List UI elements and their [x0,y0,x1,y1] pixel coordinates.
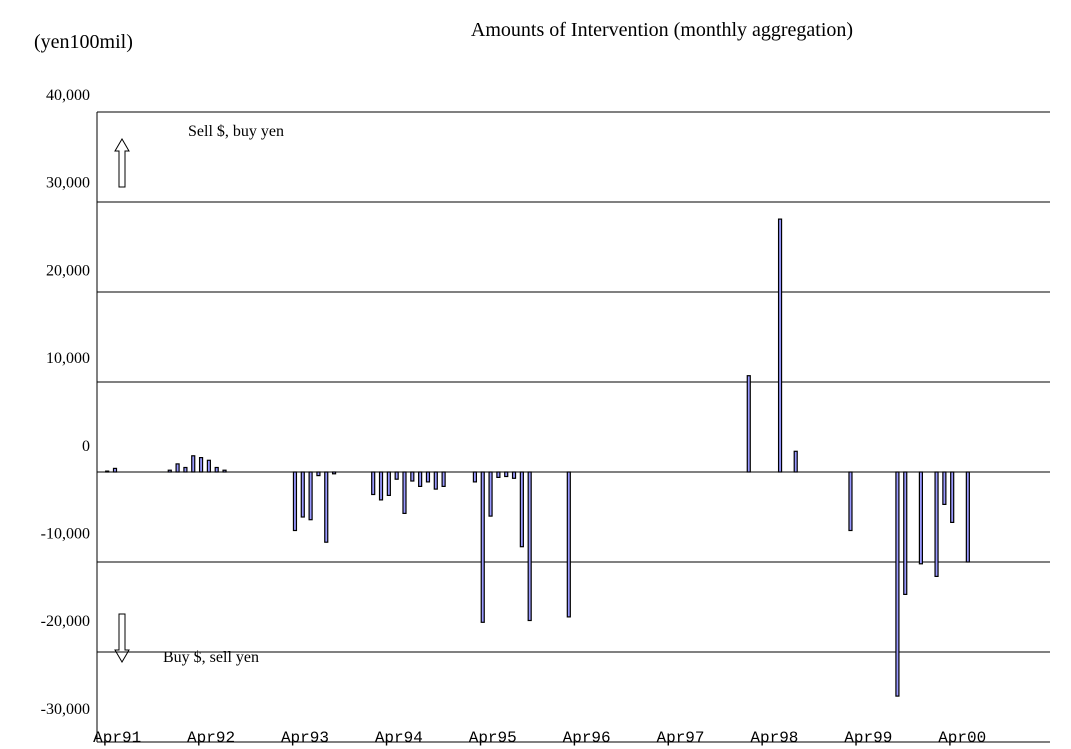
y-tick-label: 30,000 [46,175,90,192]
bar [292,471,298,532]
bar [191,455,196,473]
bar [496,471,501,479]
bar [488,471,493,517]
chart-title: Amounts of Intervention (monthly aggrega… [471,19,853,41]
annotation: Buy $, sell yen [163,649,259,666]
bar [965,471,970,563]
x-tick-label: Apr91 [93,729,141,747]
y-tick-label: -10,000 [41,526,90,543]
arrow-up [114,138,130,188]
y-axis-label: (yen100mil) [34,31,133,53]
bar [934,471,939,578]
bar [433,471,438,490]
bar [386,471,391,496]
x-tick-label: Apr00 [938,729,986,747]
bar [324,471,329,543]
bar [425,471,431,483]
bar [504,471,509,478]
bar [418,471,423,487]
x-tick-label: Apr95 [469,729,517,747]
bar [214,466,219,473]
bar [519,471,524,548]
bar [167,469,172,473]
x-tick-label: Apr97 [657,729,705,747]
x-tick-label: Apr98 [750,729,798,747]
arrow-down [114,613,130,663]
bar [777,218,783,473]
bar [112,467,118,473]
y-tick-label: 40,000 [46,87,90,104]
bar [371,471,376,496]
bar [206,459,211,473]
bar [394,471,399,480]
bar [402,471,407,515]
bar [175,463,180,473]
bar [793,450,798,473]
bar [222,469,227,473]
y-tick-label: 0 [82,438,90,455]
bar [942,471,947,506]
bar [378,471,384,501]
bar [105,470,110,473]
bar [331,471,337,475]
y-tick-label: 20,000 [46,262,90,279]
y-tick-label: 10,000 [46,350,90,367]
bar [198,457,204,473]
bar [746,375,751,473]
bar [472,471,478,483]
bar [308,471,313,521]
bar [441,471,446,487]
x-tick-label: Apr96 [563,729,611,747]
bar [848,471,853,532]
x-tick-label: Apr93 [281,729,329,747]
bar [918,471,923,565]
x-tick-label: Apr94 [375,729,423,747]
x-tick-label: Apr92 [187,729,235,747]
bar [300,471,305,518]
bar [895,471,900,697]
bar [183,466,188,473]
bar [950,471,955,524]
bar [511,471,517,479]
bar [903,471,908,596]
bar [566,471,571,618]
y-tick-label: -20,000 [41,613,90,630]
y-tick-label: -30,000 [41,701,90,718]
x-tick-label: Apr99 [844,729,892,747]
bar [480,471,485,623]
annotation: Sell $, buy yen [188,123,284,140]
bar [410,471,415,482]
bar [316,471,321,477]
bar [527,471,532,622]
